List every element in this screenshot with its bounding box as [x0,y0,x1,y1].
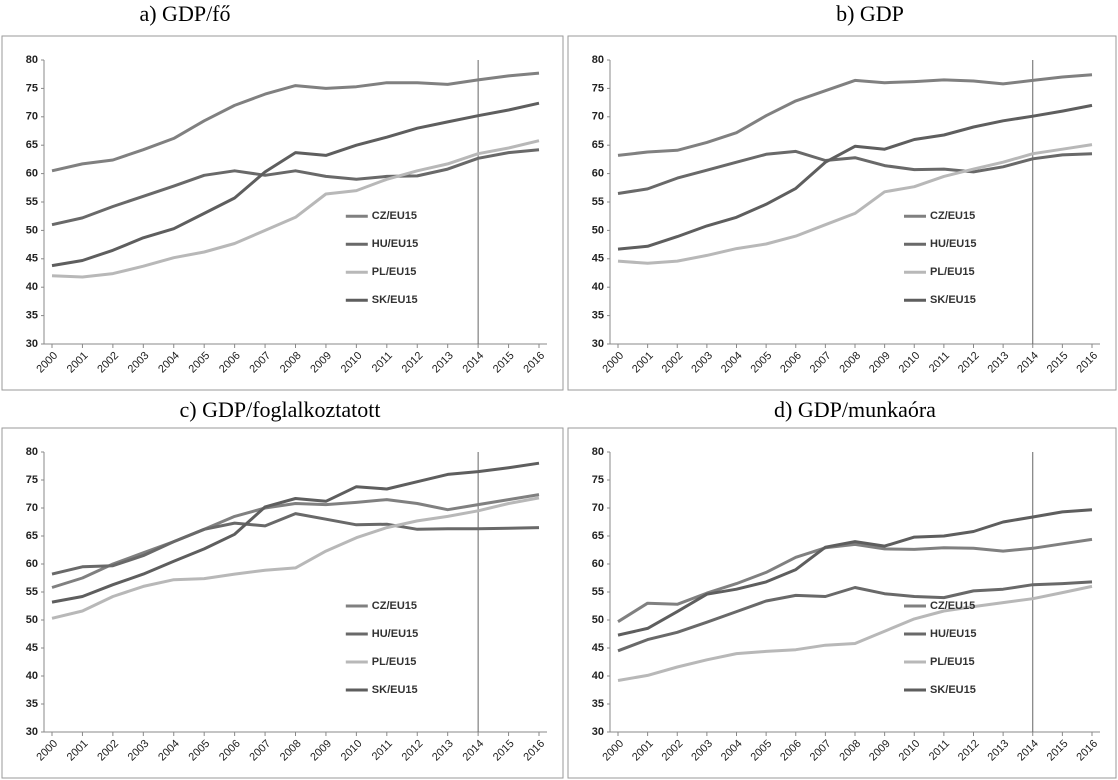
series-line [617,584,1093,682]
y-tick-label: 80 [592,446,604,458]
legend-label: PL/EU15 [372,266,417,278]
series-line [51,496,540,620]
y-tick-label: 80 [26,446,38,458]
y-tick-label: 80 [26,54,38,66]
y-tick-label: 60 [26,558,38,570]
panel-border [567,35,1117,391]
y-tick-label: 30 [26,726,38,738]
legend-label: CZ/EU15 [930,600,975,612]
series-line [617,537,1093,623]
panel-border [1,427,564,779]
y-tick-label: 55 [26,196,38,208]
y-tick-label: 40 [592,281,604,293]
y-tick-label: 55 [592,586,604,598]
series-line [617,580,1093,653]
series-line [617,103,1093,251]
y-tick-label: 50 [26,614,38,626]
y-tick-label: 50 [26,224,38,236]
series-line [51,139,540,279]
series-line [617,508,1093,637]
legend-label: HU/EU15 [372,628,418,640]
y-tick-label: 50 [592,224,604,236]
y-tick-label: 70 [592,502,604,514]
panel-title: b) GDP [836,1,904,26]
y-tick-label: 65 [26,530,38,542]
legend-label: HU/EU15 [930,238,976,250]
legend-label: SK/EU15 [930,294,976,306]
legend-label: CZ/EU15 [372,210,417,222]
y-tick-label: 65 [592,530,604,542]
y-tick-label: 40 [592,670,604,682]
series-line [51,71,540,173]
y-tick-label: 30 [26,338,38,350]
series-line [617,149,1093,195]
y-tick-label: 45 [592,642,604,654]
series-line [617,73,1093,157]
y-tick-label: 75 [26,474,38,486]
y-tick-label: 35 [592,310,604,322]
y-tick-label: 45 [26,253,38,265]
y-tick-label: 60 [592,558,604,570]
y-tick-label: 70 [26,502,38,514]
y-tick-label: 75 [26,82,38,94]
y-tick-label: 35 [26,310,38,322]
legend-label: SK/EU15 [372,684,418,696]
y-tick-label: 30 [592,338,604,350]
y-tick-label: 45 [592,253,604,265]
legend-label: SK/EU15 [372,294,418,306]
legend-label: SK/EU15 [930,684,976,696]
y-tick-label: 35 [592,698,604,710]
y-tick-label: 55 [26,586,38,598]
series-line [51,101,540,268]
y-tick-label: 60 [26,168,38,180]
y-tick-label: 55 [592,196,604,208]
legend-label: PL/EU15 [372,656,417,668]
y-tick-label: 40 [26,670,38,682]
y-tick-label: 40 [26,281,38,293]
y-tick-label: 45 [26,642,38,654]
y-tick-label: 70 [592,111,604,123]
y-tick-label: 75 [592,474,604,486]
legend-label: PL/EU15 [930,266,975,278]
y-tick-label: 75 [592,82,604,94]
y-tick-label: 65 [26,139,38,151]
y-tick-label: 35 [26,698,38,710]
y-tick-label: 50 [592,614,604,626]
series-line [51,148,540,227]
series-line [51,461,540,604]
y-tick-label: 70 [26,111,38,123]
legend-label: CZ/EU15 [930,210,975,222]
legend-label: PL/EU15 [930,656,975,668]
y-tick-label: 30 [592,726,604,738]
y-tick-label: 65 [592,139,604,151]
legend-label: CZ/EU15 [372,600,417,612]
legend-label: HU/EU15 [930,628,976,640]
panel-title: c) GDP/foglalkoztatott [179,397,380,422]
series-line [51,512,540,576]
y-tick-label: 60 [592,168,604,180]
y-tick-label: 80 [592,54,604,66]
panel-title: a) GDP/fő [139,1,230,26]
series-line [617,143,1093,265]
panel-title: d) GDP/munkaóra [774,397,936,422]
series-line [51,493,540,589]
legend-label: HU/EU15 [372,238,418,250]
